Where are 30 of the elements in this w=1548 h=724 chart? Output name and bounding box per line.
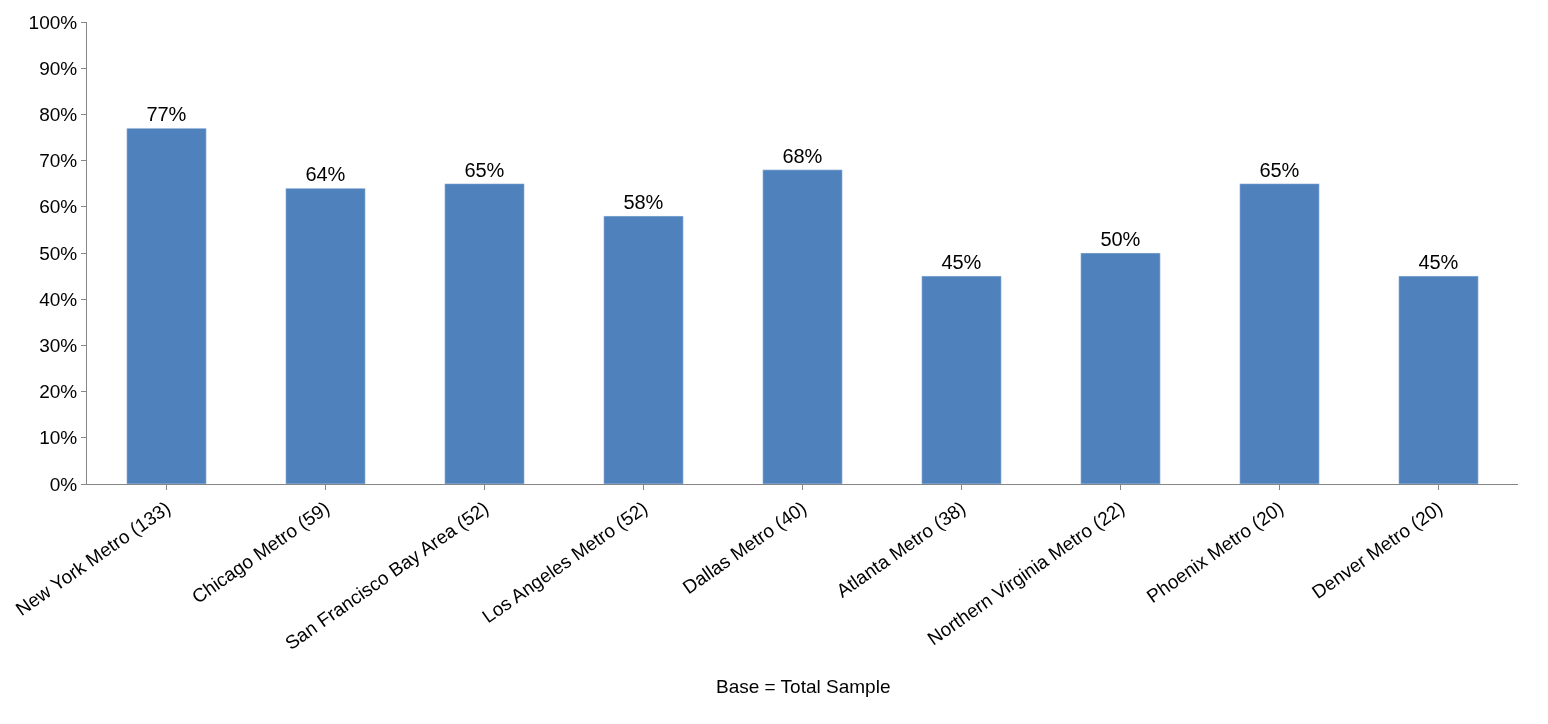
y-tick-label: 100%: [28, 11, 78, 33]
y-tick-label: 40%: [39, 288, 78, 310]
bar: [603, 215, 684, 484]
y-tick-label: 70%: [39, 150, 78, 172]
data-label: 68%: [782, 144, 823, 167]
data-label: 45%: [1418, 251, 1459, 274]
bar: [762, 169, 843, 484]
data-label: 50%: [1100, 228, 1141, 250]
text: Base = Total Sample: [716, 676, 891, 697]
bar: [285, 188, 366, 484]
y-tick-label: 60%: [39, 196, 78, 218]
bar: [126, 128, 207, 484]
y-tick-label: 80%: [39, 104, 78, 126]
data-label: 65%: [1259, 158, 1300, 181]
data-label: 64%: [305, 163, 346, 186]
bar: [1239, 183, 1320, 484]
y-tick-label: 90%: [39, 57, 78, 79]
bar: [444, 183, 525, 484]
data-label: 45%: [941, 251, 982, 274]
y-tick-label: 20%: [39, 381, 78, 403]
bar: [921, 275, 1002, 484]
data-label: 65%: [464, 158, 505, 181]
y-tick-label: 50%: [39, 242, 78, 264]
y-tick-label: 0%: [49, 473, 78, 495]
y-tick-label: 10%: [39, 427, 78, 449]
bar: [1398, 275, 1479, 484]
data-label: 58%: [623, 191, 664, 214]
y-tick-label: 30%: [39, 335, 78, 357]
bar: [1080, 252, 1161, 484]
data-label: 77%: [146, 103, 187, 126]
